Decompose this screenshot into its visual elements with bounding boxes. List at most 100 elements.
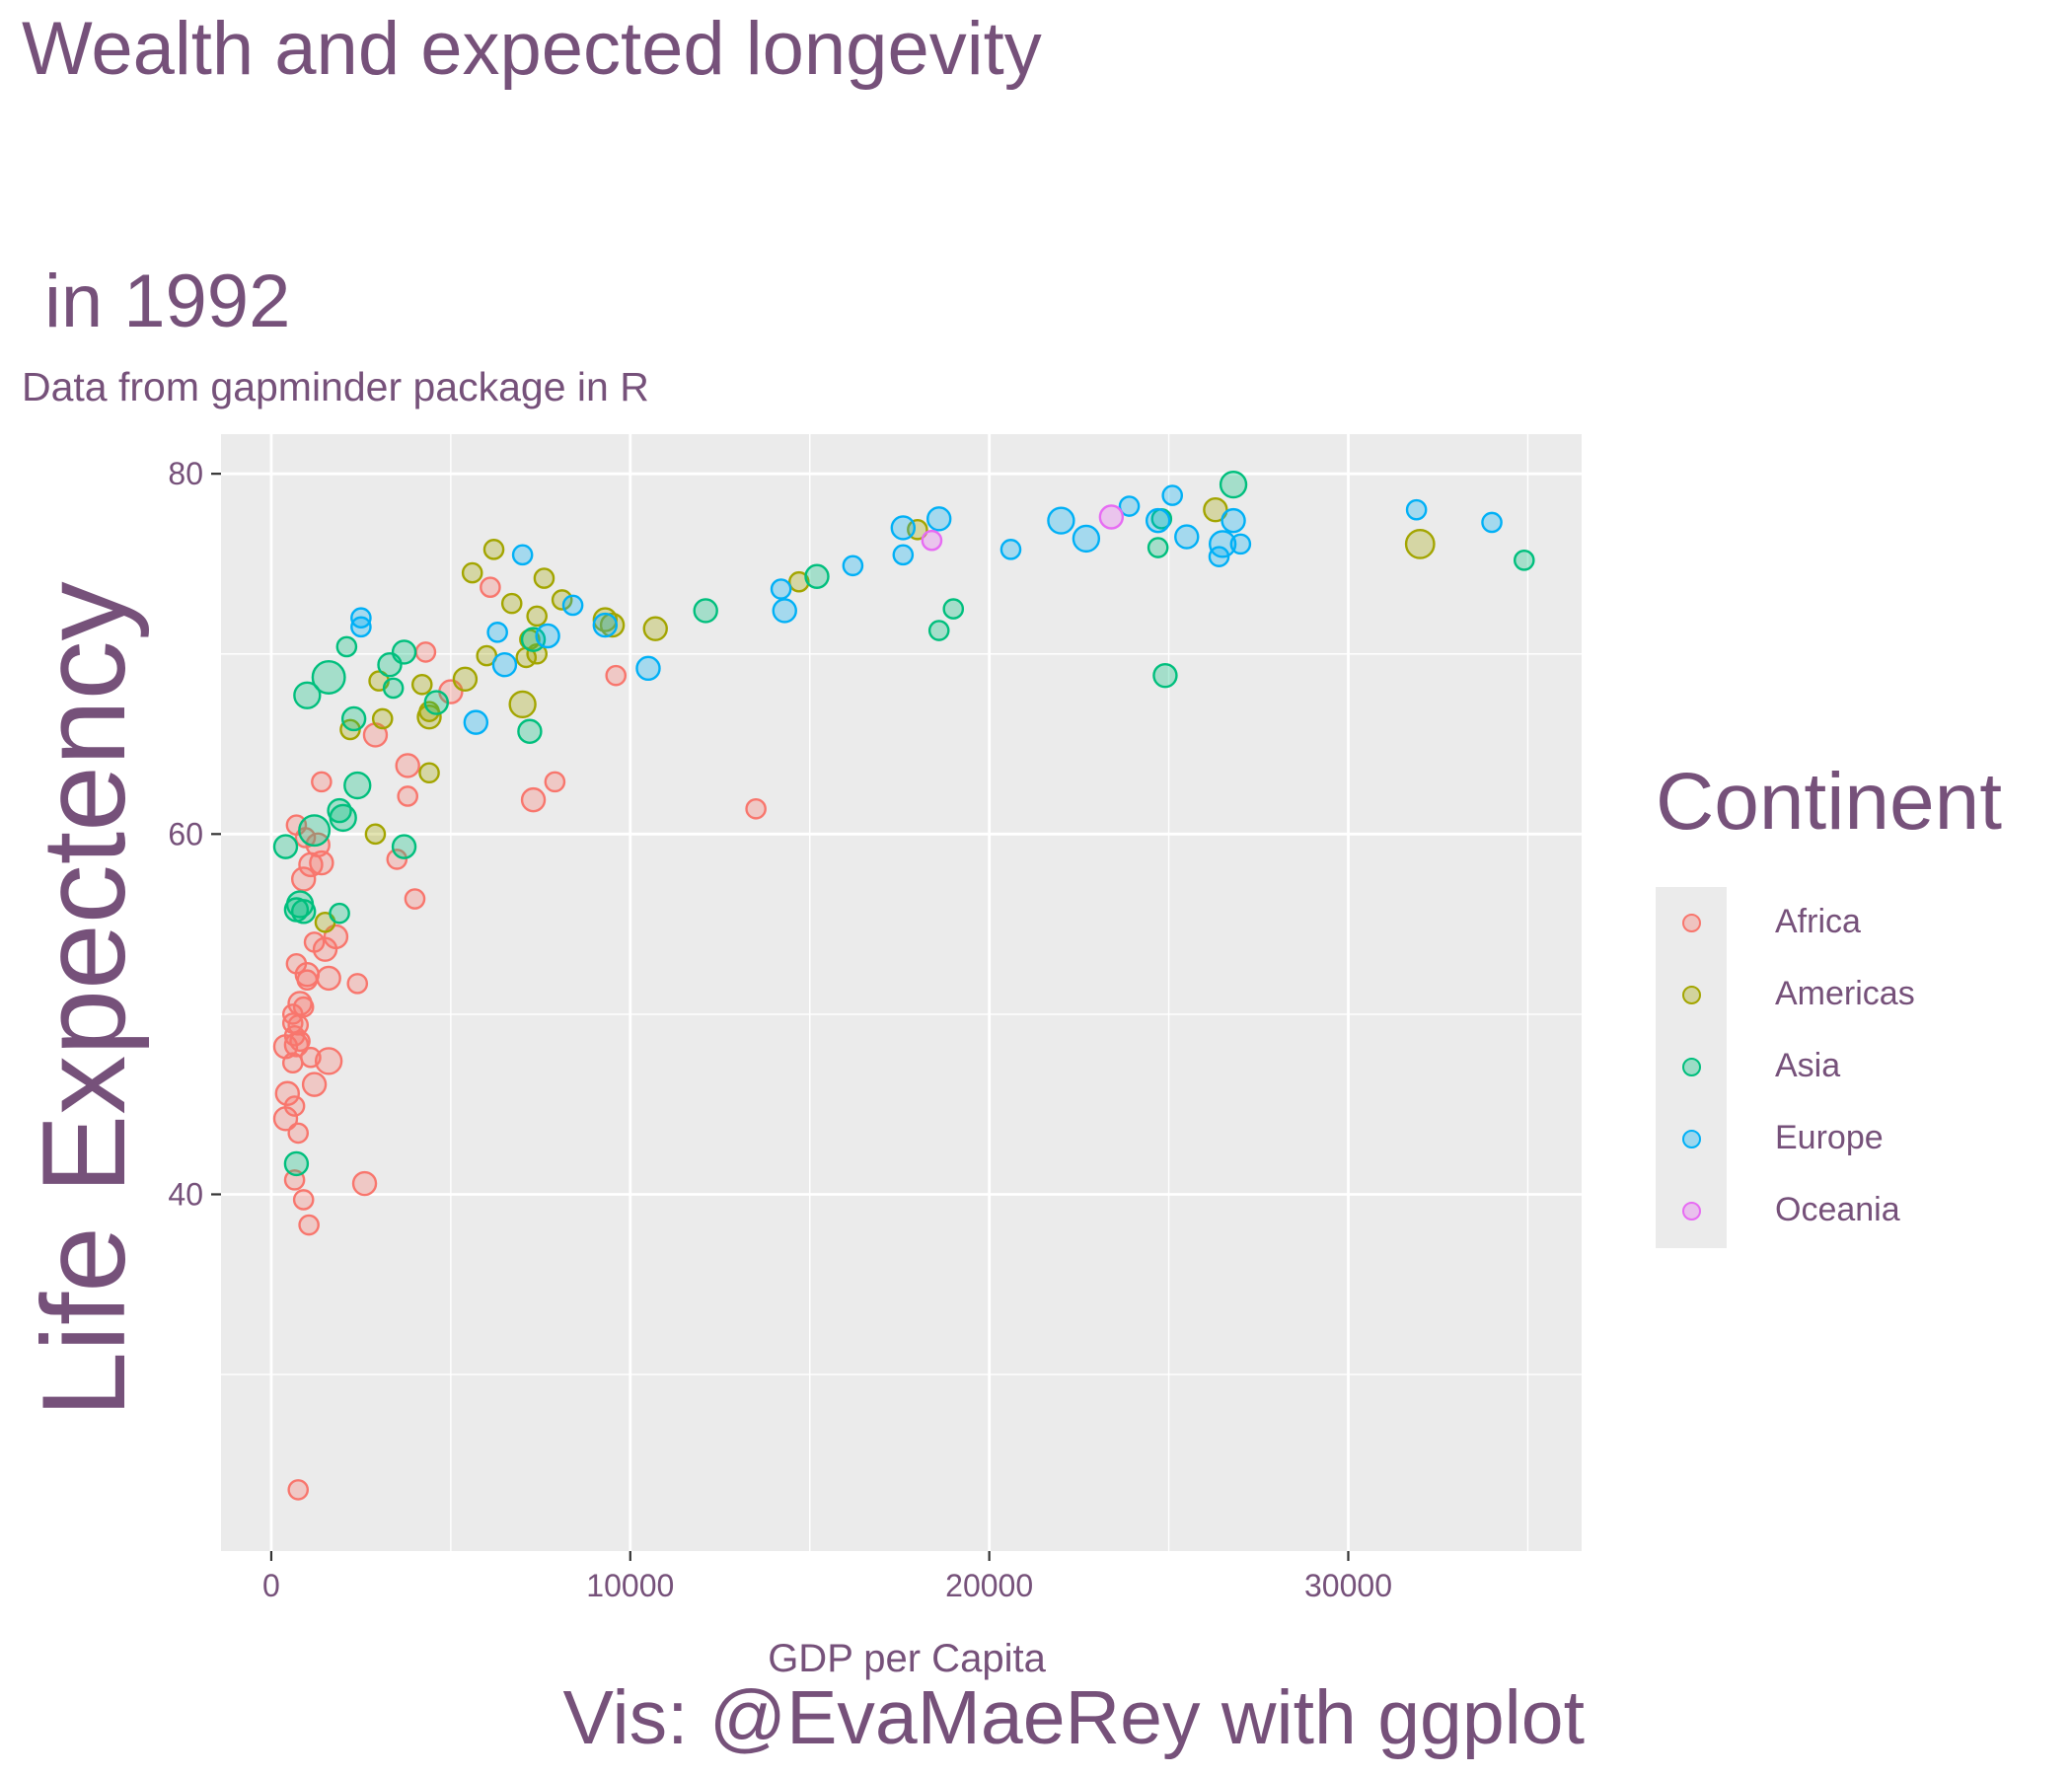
- chart-title: Wealth and expected longevity: [22, 7, 1042, 91]
- series-asia: [272, 470, 1535, 1177]
- legend-swatch-americas: [1682, 986, 1701, 1004]
- legend-item-asia: Asia: [1656, 1031, 2031, 1103]
- point-asia: [391, 834, 417, 859]
- point-americas: [452, 666, 479, 693]
- point-europe: [1118, 495, 1141, 517]
- point-africa: [283, 1095, 306, 1117]
- point-europe: [1145, 507, 1171, 534]
- point-europe: [592, 612, 619, 638]
- point-africa: [414, 641, 437, 663]
- point-europe: [770, 578, 792, 600]
- point-asia: [804, 563, 830, 589]
- point-europe: [892, 544, 915, 566]
- point-asia: [283, 1150, 310, 1177]
- point-africa: [346, 973, 369, 995]
- point-asia: [329, 902, 350, 925]
- point-europe: [535, 623, 560, 649]
- point-africa: [301, 1072, 328, 1097]
- chart-title-line-2: in 1992: [44, 259, 291, 343]
- point-europe: [999, 539, 1022, 560]
- x-tick-label: 0: [262, 1568, 280, 1603]
- point-africa: [404, 888, 426, 910]
- point-europe: [1174, 524, 1200, 550]
- point-asia: [1513, 550, 1535, 571]
- point-asia: [382, 677, 405, 700]
- point-africa: [316, 965, 341, 992]
- point-africa: [311, 771, 333, 793]
- point-europe: [925, 506, 952, 532]
- x-tick-label: 20000: [945, 1568, 1033, 1603]
- point-africa: [292, 1189, 315, 1211]
- point-europe: [463, 709, 489, 735]
- legend-swatch-europe: [1682, 1130, 1701, 1148]
- point-africa: [272, 1106, 299, 1132]
- point-africa: [351, 1170, 378, 1197]
- legend-item-oceania: Oceania: [1656, 1175, 2031, 1247]
- legend-title: Continent: [1656, 757, 2003, 847]
- point-europe: [1072, 524, 1101, 554]
- point-europe: [511, 544, 534, 566]
- legend-label: Americas: [1775, 975, 1915, 1012]
- point-europe: [561, 594, 584, 617]
- point-africa: [296, 969, 319, 992]
- point-asia: [517, 718, 543, 744]
- point-africa: [544, 771, 566, 793]
- legend-label: Oceania: [1775, 1191, 1900, 1228]
- point-africa: [309, 850, 334, 876]
- point-europe: [772, 598, 797, 624]
- chart-caption: Vis: @EvaMaeRey with ggplot: [562, 1675, 1585, 1760]
- point-americas: [533, 567, 555, 589]
- axes: 0 10000 20000 30000 40 60 80: [168, 456, 1392, 1603]
- legend-swatch-asia: [1682, 1058, 1701, 1076]
- point-americas: [418, 762, 440, 784]
- point-americas: [500, 592, 523, 615]
- legend-label: Asia: [1775, 1047, 1841, 1084]
- point-africa: [745, 797, 767, 820]
- y-axis-label: Life Expectency: [18, 581, 150, 1418]
- series-oceania: [921, 504, 1125, 552]
- point-africa: [314, 1047, 343, 1075]
- x-tick-label: 10000: [586, 1568, 674, 1603]
- point-americas: [508, 690, 537, 719]
- point-europe: [635, 655, 661, 682]
- series-africa: [272, 576, 767, 1501]
- point-europe: [1481, 511, 1503, 534]
- point-africa: [281, 1052, 304, 1074]
- point-africa: [287, 1479, 310, 1501]
- point-africa: [298, 1214, 320, 1236]
- point-americas: [416, 703, 442, 730]
- point-asia: [272, 834, 299, 859]
- point-europe: [350, 616, 372, 638]
- x-tick-label: 30000: [1304, 1568, 1392, 1603]
- data-points: [272, 470, 1535, 1501]
- point-oceania: [921, 529, 943, 552]
- point-africa: [287, 1122, 310, 1145]
- point-oceania: [1098, 504, 1125, 530]
- point-africa: [480, 576, 501, 598]
- series-europe: [350, 484, 1503, 735]
- point-americas: [599, 612, 626, 638]
- point-americas: [364, 823, 387, 846]
- point-europe: [1208, 546, 1230, 567]
- legend-item-americas: Americas: [1656, 959, 2031, 1031]
- point-asia: [927, 620, 950, 641]
- point-asia: [1219, 470, 1248, 499]
- point-europe: [842, 555, 864, 577]
- point-americas: [551, 589, 573, 611]
- point-asia: [311, 660, 346, 695]
- point-asia: [942, 598, 965, 620]
- point-asia: [1147, 537, 1169, 558]
- point-americas: [1203, 496, 1228, 523]
- point-africa: [274, 1080, 301, 1106]
- point-europe: [486, 622, 508, 643]
- point-asia: [520, 627, 547, 652]
- point-asia: [340, 705, 367, 732]
- point-europe: [1221, 507, 1246, 534]
- point-asia: [693, 598, 718, 624]
- point-europe: [1047, 506, 1075, 535]
- point-asia: [290, 899, 317, 925]
- point-asia: [377, 651, 403, 678]
- point-africa: [520, 786, 547, 813]
- series-americas: [314, 496, 1436, 933]
